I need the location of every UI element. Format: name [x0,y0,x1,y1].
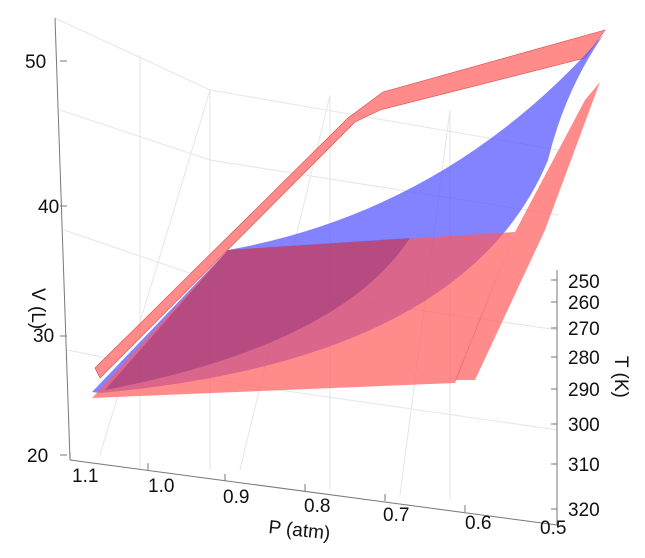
z-tick-label: 50 [25,52,46,73]
z-axis-line [54,17,71,461]
x-tick-labels: 1.1 1.0 0.9 0.8 0.7 0.6 0.5 [72,466,566,539]
y-tick-label: 290 [568,380,600,401]
red-surface-right [455,82,600,380]
y-tick-label: 300 [568,415,600,436]
y-tick-label: 280 [568,348,600,369]
y-tick-label: 310 [568,455,600,476]
z-axis-label: V (L) [27,288,48,329]
x-tick-label: 0.5 [540,518,566,539]
y-tick-labels: 250 260 270 280 290 300 310 320 [568,272,600,521]
red-surface-lower [92,232,515,398]
overlap-region [105,238,410,390]
x-tick-label: 0.9 [223,487,249,508]
z-tick-labels: 20 30 40 50 [25,52,59,467]
x-axis-label: P (atm) [267,517,331,544]
z-tick-label: 30 [33,326,54,347]
x-tick-label: 1.1 [72,466,98,487]
x-tick-label: 1.0 [148,476,174,497]
y-axis-label: T (K) [610,356,631,398]
y-tick-label: 270 [568,319,600,340]
x-tick-label: 0.6 [465,513,491,534]
axis-lines [54,17,558,526]
x-tick-label: 0.7 [383,505,409,526]
z-tick-label: 40 [38,197,59,218]
x-tick-label: 0.8 [304,496,330,517]
z-tick-label: 20 [27,446,48,467]
y-tick-label: 320 [568,500,600,521]
y-tick-label: 260 [568,293,600,314]
surfaces [92,29,606,398]
y-tick-label: 250 [568,272,600,293]
x-axis-line [69,459,558,526]
